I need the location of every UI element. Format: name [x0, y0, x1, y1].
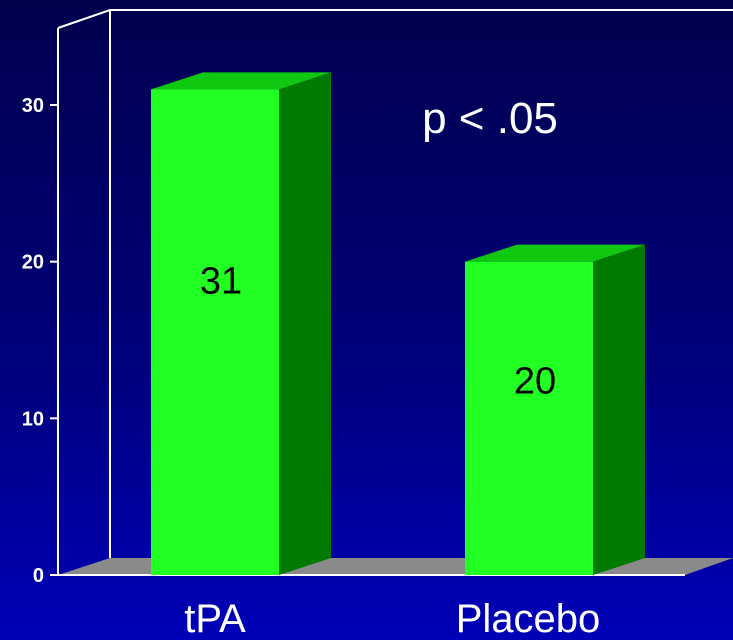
- bar-placebo-side: [593, 244, 645, 575]
- bar-placebo-front: [465, 261, 593, 575]
- data-label-placebo: 20: [514, 360, 556, 402]
- y-tick-label: 30: [22, 95, 44, 117]
- y-tick-label: 0: [33, 565, 44, 587]
- bar-tpa-side: [279, 72, 331, 575]
- y-tick-label: 10: [22, 408, 44, 430]
- bar-placebo: 20: [465, 244, 645, 575]
- back-wall-frame: [57, 9, 733, 29]
- category-label-tpa: tPA: [184, 597, 246, 640]
- bar-tpa: 31: [151, 72, 331, 575]
- y-tick-label: 20: [22, 252, 44, 274]
- p-value-annotation: p < .05: [422, 94, 558, 143]
- bar-tpa-top: [151, 72, 331, 90]
- bar-tpa-front: [151, 89, 279, 575]
- data-label-tpa: 31: [200, 260, 242, 302]
- bar-placebo-top: [465, 244, 645, 262]
- category-label-placebo: Placebo: [456, 597, 601, 640]
